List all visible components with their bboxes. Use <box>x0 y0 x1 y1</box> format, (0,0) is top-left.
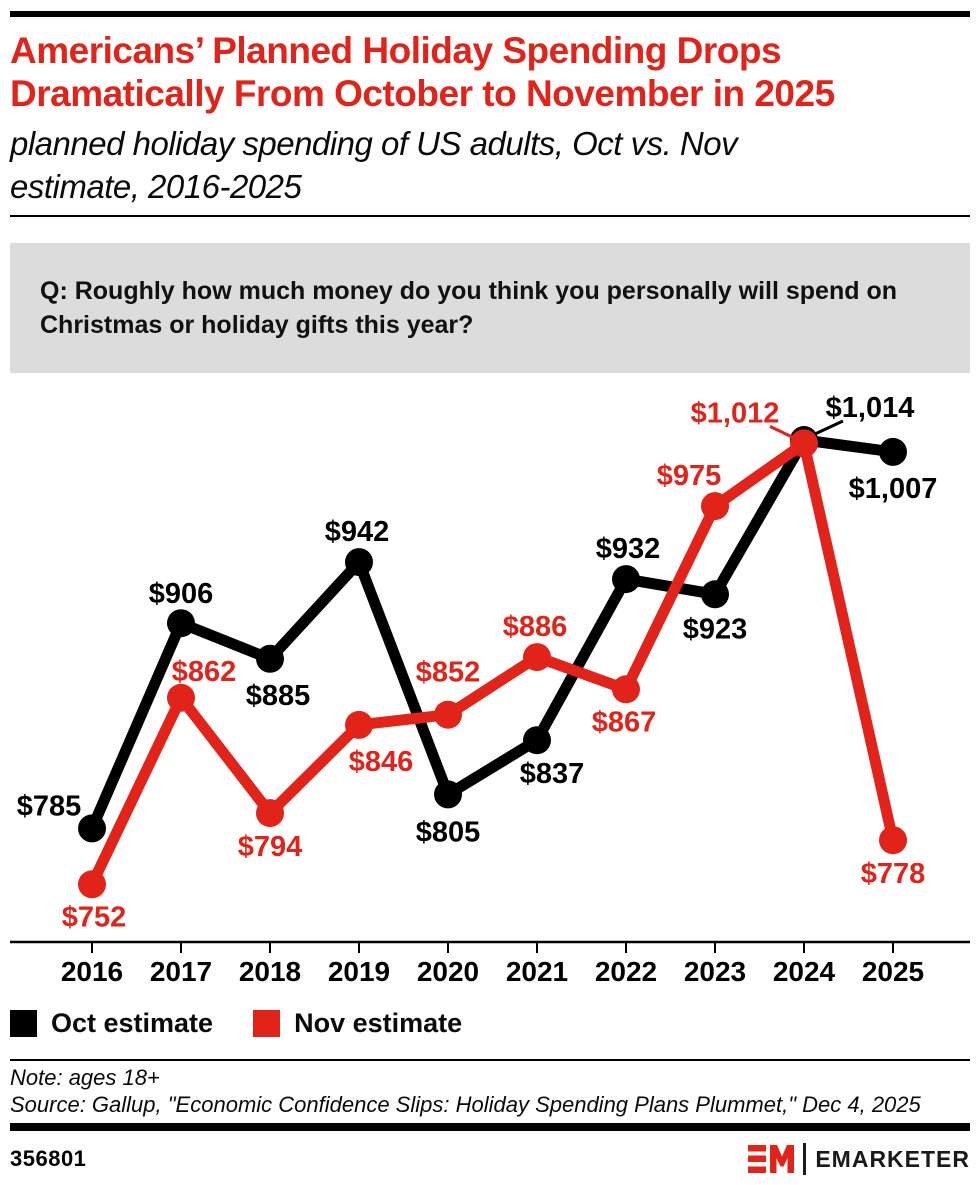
x-axis-label-2024: 2024 <box>773 956 836 987</box>
source-text: Source: Gallup, "Economic Confidence Sli… <box>10 1092 921 1117</box>
data-label-oct-2022: $932 <box>596 533 661 565</box>
leader-line-oct <box>814 419 844 436</box>
title-line-1: Americans’ Planned Holiday Spending Drop… <box>10 30 782 71</box>
data-point-oct-2023 <box>701 580 729 609</box>
subtitle-line-1: planned holiday spending of US adults, O… <box>10 125 738 162</box>
survey-question-text: Q: Roughly how much money do you think y… <box>40 274 940 342</box>
leader-line-nov <box>769 425 798 441</box>
question-line-2: Christmas or holiday gifts this year? <box>40 311 474 339</box>
data-label-nov-2016: $752 <box>62 901 127 933</box>
chart-id: 356801 <box>10 1146 87 1171</box>
data-label-nov-2018: $794 <box>238 831 303 863</box>
data-label-nov-2024: $1,012 <box>691 397 780 429</box>
nov-estimate-label: Nov estimate <box>294 1008 463 1038</box>
legend-item-oct-estimate: Oct estimate <box>10 1008 213 1039</box>
top-rule <box>10 11 970 17</box>
x-axis-label-2022: 2022 <box>595 956 657 987</box>
data-point-nov-2019 <box>345 710 373 739</box>
series-line-oct <box>86 434 899 834</box>
data-point-nov-2016 <box>78 870 106 899</box>
data-point-oct-2017 <box>167 609 195 638</box>
survey-question-box: Q: Roughly how much money do you think y… <box>10 243 970 373</box>
data-point-nov-2022 <box>612 675 640 704</box>
data-point-oct-2021 <box>523 726 551 755</box>
data-point-nov-2023 <box>701 492 729 521</box>
x-axis-label-2018: 2018 <box>239 956 301 987</box>
x-axis-label-2016: 2016 <box>61 956 123 987</box>
question-line-1: Q: Roughly how much money do you think y… <box>40 277 897 305</box>
x-axis-label-2023: 2023 <box>684 956 746 987</box>
note-text: Note: ages 18+ <box>10 1065 160 1090</box>
data-label-nov-2020: $852 <box>416 657 481 689</box>
data-label-oct-2017: $906 <box>149 578 214 610</box>
page-title: Americans’ Planned Holiday Spending Drop… <box>10 29 970 115</box>
logo-divider <box>803 1143 807 1175</box>
data-point-oct-2018 <box>256 644 284 673</box>
spending-line-chart: 2016 2017 2018 2019 2020 2021 2022 2023 2024 2025… <box>10 392 970 987</box>
data-label-oct-2021: $837 <box>520 758 585 790</box>
data-label-nov-2021: $886 <box>503 611 568 643</box>
data-point-oct-2016 <box>78 814 106 843</box>
data-label-nov-2023: $975 <box>657 460 722 492</box>
chart-legend: Oct estimate Nov estimate <box>10 1008 970 1039</box>
chart-subtitle: planned holiday spending of US adults, O… <box>10 122 970 208</box>
data-label-oct-2023: $923 <box>683 613 748 645</box>
data-label-oct-2024: $1,014 <box>826 392 915 424</box>
emarketer-logo: EMARKETER <box>748 1143 970 1175</box>
data-point-nov-2018 <box>256 799 284 828</box>
x-axis-label-2025: 2025 <box>862 956 924 987</box>
data-label-oct-2019: $942 <box>325 516 390 548</box>
data-point-oct-2022 <box>612 565 640 594</box>
data-label-oct-2020: $805 <box>416 816 481 848</box>
legend-item-nov-estimate: Nov estimate <box>253 1008 462 1039</box>
series-line-nov <box>86 437 899 890</box>
data-label-oct-2025: $1,007 <box>849 473 938 505</box>
emarketer-logo-mark-icon <box>748 1145 795 1173</box>
data-label-nov-2022: $867 <box>592 706 657 738</box>
oct-estimate-swatch <box>10 1010 37 1037</box>
data-point-nov-2024 <box>790 429 818 458</box>
data-point-nov-2020 <box>434 700 462 729</box>
subtitle-line-2: estimate, 2016-2025 <box>10 168 302 205</box>
x-axis-label-2020: 2020 <box>417 956 479 987</box>
footnote-divider <box>10 1059 970 1061</box>
oct-estimate-label: Oct estimate <box>51 1008 214 1038</box>
data-label-nov-2019: $846 <box>349 746 414 778</box>
data-point-nov-2017 <box>167 683 195 712</box>
title-line-2: Dramatically From October to November in… <box>10 73 835 114</box>
data-label-nov-2025: $778 <box>861 858 926 890</box>
data-point-oct-2020 <box>434 780 462 809</box>
x-axis-label-2017: 2017 <box>150 956 212 987</box>
nov-estimate-swatch <box>253 1010 281 1037</box>
data-point-oct-2019 <box>345 548 373 577</box>
data-point-nov-2025 <box>879 826 907 855</box>
data-point-nov-2021 <box>523 643 551 672</box>
footer-rule <box>10 1123 970 1131</box>
x-axis-label-2021: 2021 <box>506 956 568 987</box>
data-label-nov-2017: $862 <box>172 656 237 688</box>
data-label-oct-2018: $885 <box>246 680 311 712</box>
footer: 356801 EMARKETER <box>10 1143 970 1175</box>
header-divider <box>10 215 970 217</box>
data-label-oct-2016: $785 <box>17 790 82 822</box>
x-axis-label-2019: 2019 <box>328 956 390 987</box>
data-point-oct-2025 <box>879 437 907 466</box>
brand-wordmark: EMARKETER <box>815 1145 970 1172</box>
